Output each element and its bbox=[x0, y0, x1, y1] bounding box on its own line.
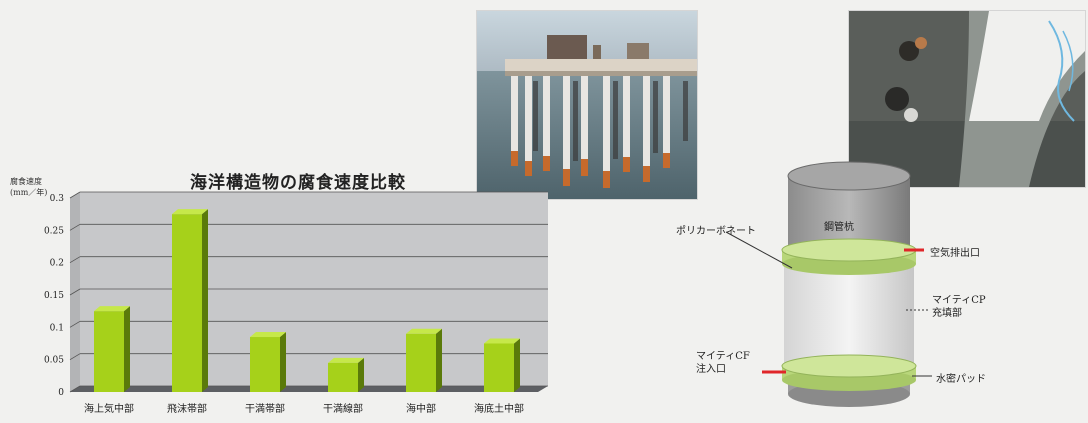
gridline-side bbox=[69, 223, 81, 231]
mighty-cp-inlet-label: マイティCF 注入口 bbox=[696, 350, 750, 376]
gridline-side bbox=[69, 320, 81, 328]
bar-top bbox=[406, 328, 442, 334]
y-tick-label: 0.05 bbox=[44, 356, 64, 366]
bar-top bbox=[328, 357, 364, 363]
y-tick-label: 0.3 bbox=[50, 194, 65, 204]
bar-top bbox=[172, 209, 208, 215]
pier-photo-image bbox=[477, 11, 697, 199]
polycarbonate-label: ポリカーボネート bbox=[676, 226, 756, 237]
gridline-side bbox=[69, 256, 81, 264]
bar-side bbox=[280, 332, 286, 392]
y-axis-label-line2: (mm／年) bbox=[10, 188, 48, 197]
pier-photo bbox=[476, 10, 698, 200]
bar bbox=[94, 311, 124, 392]
x-tick-label: 海中部 bbox=[406, 402, 436, 415]
y-tick-label: 0.25 bbox=[44, 226, 64, 236]
y-tick-label: 0.1 bbox=[50, 323, 64, 333]
bar bbox=[484, 343, 514, 392]
bar bbox=[172, 214, 202, 392]
bar-side bbox=[358, 357, 364, 392]
x-tick-label: 海底土中部 bbox=[474, 402, 524, 415]
bar bbox=[328, 362, 358, 392]
x-tick-label: 海上気中部 bbox=[84, 402, 134, 415]
y-tick-label: 0.2 bbox=[50, 259, 64, 269]
y-axis-label: 腐食速度 (mm／年) bbox=[10, 176, 47, 198]
diver-photo-image bbox=[849, 11, 1085, 187]
mighty-cp-inlet-line1: マイティCF bbox=[696, 351, 750, 362]
x-tick-label: 飛沫帯部 bbox=[167, 402, 207, 415]
air-outlet-label: 空気排出口 bbox=[930, 248, 980, 259]
gridline-side bbox=[69, 191, 81, 199]
gridline-side bbox=[69, 288, 81, 296]
polycarbonate-leader bbox=[725, 231, 793, 269]
gridline-side bbox=[69, 385, 81, 393]
steel-pile-top bbox=[787, 161, 911, 191]
y-axis-label-line1: 腐食速度 bbox=[10, 177, 42, 186]
mighty-cp-fill-line1: マイティCP bbox=[932, 295, 986, 306]
lower-ring-top bbox=[781, 354, 917, 378]
gridline-side bbox=[69, 353, 81, 361]
mighty-cp-inlet-line2: 注入口 bbox=[696, 364, 726, 375]
y-tick-label: 0.15 bbox=[44, 291, 64, 301]
diver-photo bbox=[848, 10, 1086, 188]
x-tick-label: 干満帯部 bbox=[245, 402, 285, 415]
mighty-cp-fill-label: マイティCP 充填部 bbox=[932, 294, 986, 320]
bar-top bbox=[94, 306, 130, 312]
chart-title: 海洋構造物の腐食速度比較 bbox=[190, 173, 406, 193]
pile-label: 鋼管杭 bbox=[824, 222, 854, 233]
y-tick-label: 0 bbox=[58, 388, 64, 398]
bar-top bbox=[484, 338, 520, 344]
bar-side bbox=[436, 328, 442, 392]
bar bbox=[406, 333, 436, 392]
bar-side bbox=[514, 338, 520, 392]
waterproof-pad-label: 水密パッド bbox=[936, 374, 986, 385]
upper-ring-top bbox=[781, 238, 917, 262]
bar-side bbox=[202, 209, 208, 392]
bar-side bbox=[124, 306, 130, 392]
x-tick-label: 干満線部 bbox=[323, 402, 363, 415]
bar-top bbox=[250, 332, 286, 338]
bar bbox=[250, 337, 280, 392]
mighty-cp-fill-line2: 充填部 bbox=[932, 308, 962, 319]
